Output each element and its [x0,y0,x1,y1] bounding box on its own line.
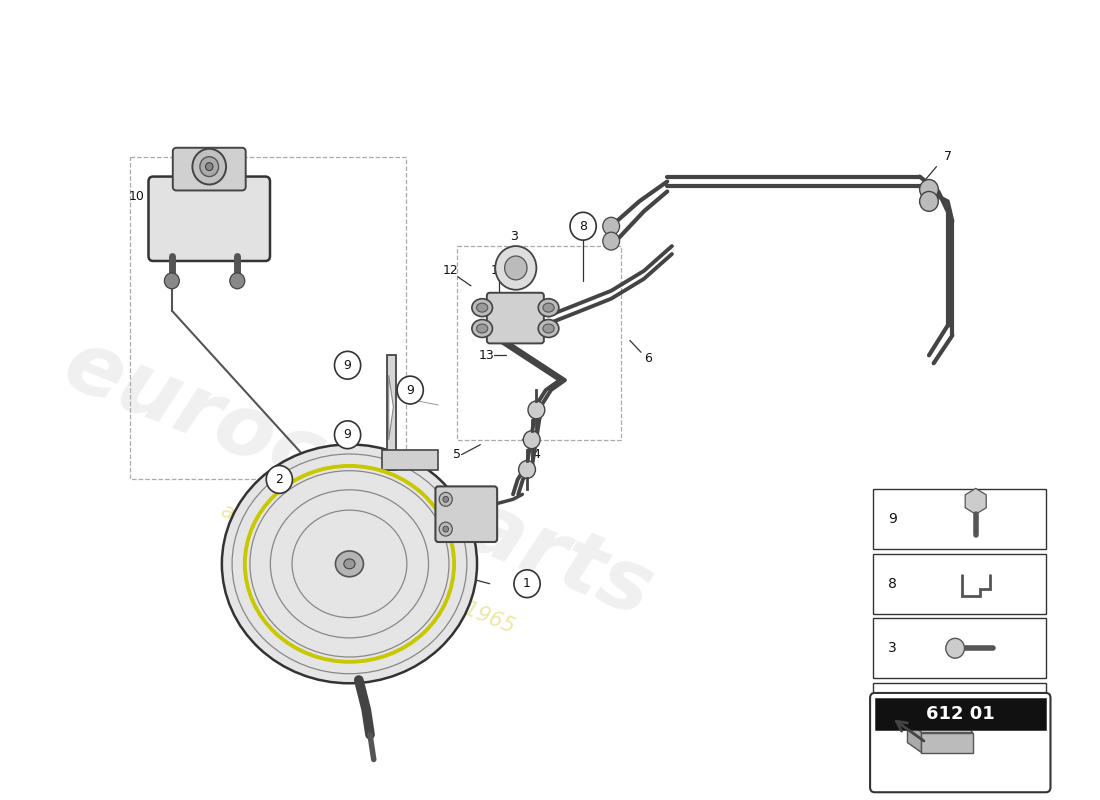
Text: 11: 11 [340,458,355,471]
Text: 3: 3 [888,642,896,655]
Circle shape [439,492,452,506]
Circle shape [397,376,424,404]
Circle shape [200,157,219,177]
Circle shape [495,246,537,290]
Circle shape [946,638,965,658]
Circle shape [505,256,527,280]
Text: 3: 3 [510,230,518,242]
Polygon shape [908,718,922,753]
Circle shape [443,526,449,532]
Polygon shape [388,375,394,440]
Ellipse shape [543,303,554,312]
Polygon shape [387,355,396,470]
Bar [873,554,1046,614]
Polygon shape [908,718,972,733]
Circle shape [943,706,956,720]
Text: 2: 2 [888,706,896,720]
Circle shape [192,149,227,185]
Circle shape [334,351,361,379]
Bar [456,246,620,440]
Bar [873,683,1046,742]
Circle shape [439,522,452,536]
Text: 7: 7 [944,150,952,163]
Text: 9: 9 [343,428,352,442]
Text: 4: 4 [532,448,540,461]
Circle shape [570,212,596,240]
Text: a passion for parts since 1965: a passion for parts since 1965 [219,501,518,637]
FancyBboxPatch shape [487,293,543,343]
Text: 10: 10 [129,190,144,203]
Text: 9: 9 [888,512,896,526]
Text: 1: 1 [524,578,531,590]
Circle shape [518,461,536,478]
Circle shape [603,232,619,250]
Circle shape [443,496,449,502]
Text: 9: 9 [343,358,352,372]
Circle shape [920,191,938,211]
Bar [873,490,1046,549]
Text: 8: 8 [888,577,896,590]
Text: eurocarparts: eurocarparts [53,323,665,635]
Circle shape [528,401,544,419]
Ellipse shape [222,445,477,683]
Text: 13: 13 [478,349,495,362]
Text: MIN: MIN [179,196,192,202]
Bar [874,698,1046,730]
Text: 2: 2 [275,473,284,486]
FancyBboxPatch shape [173,148,245,190]
Circle shape [164,273,179,289]
Text: 8: 8 [579,220,587,233]
FancyBboxPatch shape [870,693,1050,792]
Circle shape [524,430,540,449]
Ellipse shape [543,324,554,333]
Circle shape [334,421,361,449]
Circle shape [603,218,619,235]
Bar [873,618,1046,678]
Circle shape [206,162,213,170]
Polygon shape [965,488,987,514]
Ellipse shape [538,319,559,338]
Polygon shape [922,733,972,753]
Text: 6: 6 [645,352,652,365]
Text: 5: 5 [453,448,461,461]
Text: 12: 12 [491,265,507,278]
Text: MAX: MAX [178,231,194,237]
FancyBboxPatch shape [436,486,497,542]
Ellipse shape [476,324,487,333]
Ellipse shape [472,319,493,338]
FancyBboxPatch shape [148,177,270,261]
Ellipse shape [336,551,363,577]
Ellipse shape [344,559,355,569]
Circle shape [920,179,938,199]
Text: 12: 12 [442,265,459,278]
Ellipse shape [538,298,559,317]
Circle shape [230,273,245,289]
Bar [130,157,406,479]
Text: 9: 9 [406,383,414,397]
Circle shape [514,570,540,598]
Text: 612 01: 612 01 [926,705,994,723]
Ellipse shape [476,303,487,312]
Circle shape [266,466,293,494]
Polygon shape [382,450,438,470]
Ellipse shape [472,298,493,317]
